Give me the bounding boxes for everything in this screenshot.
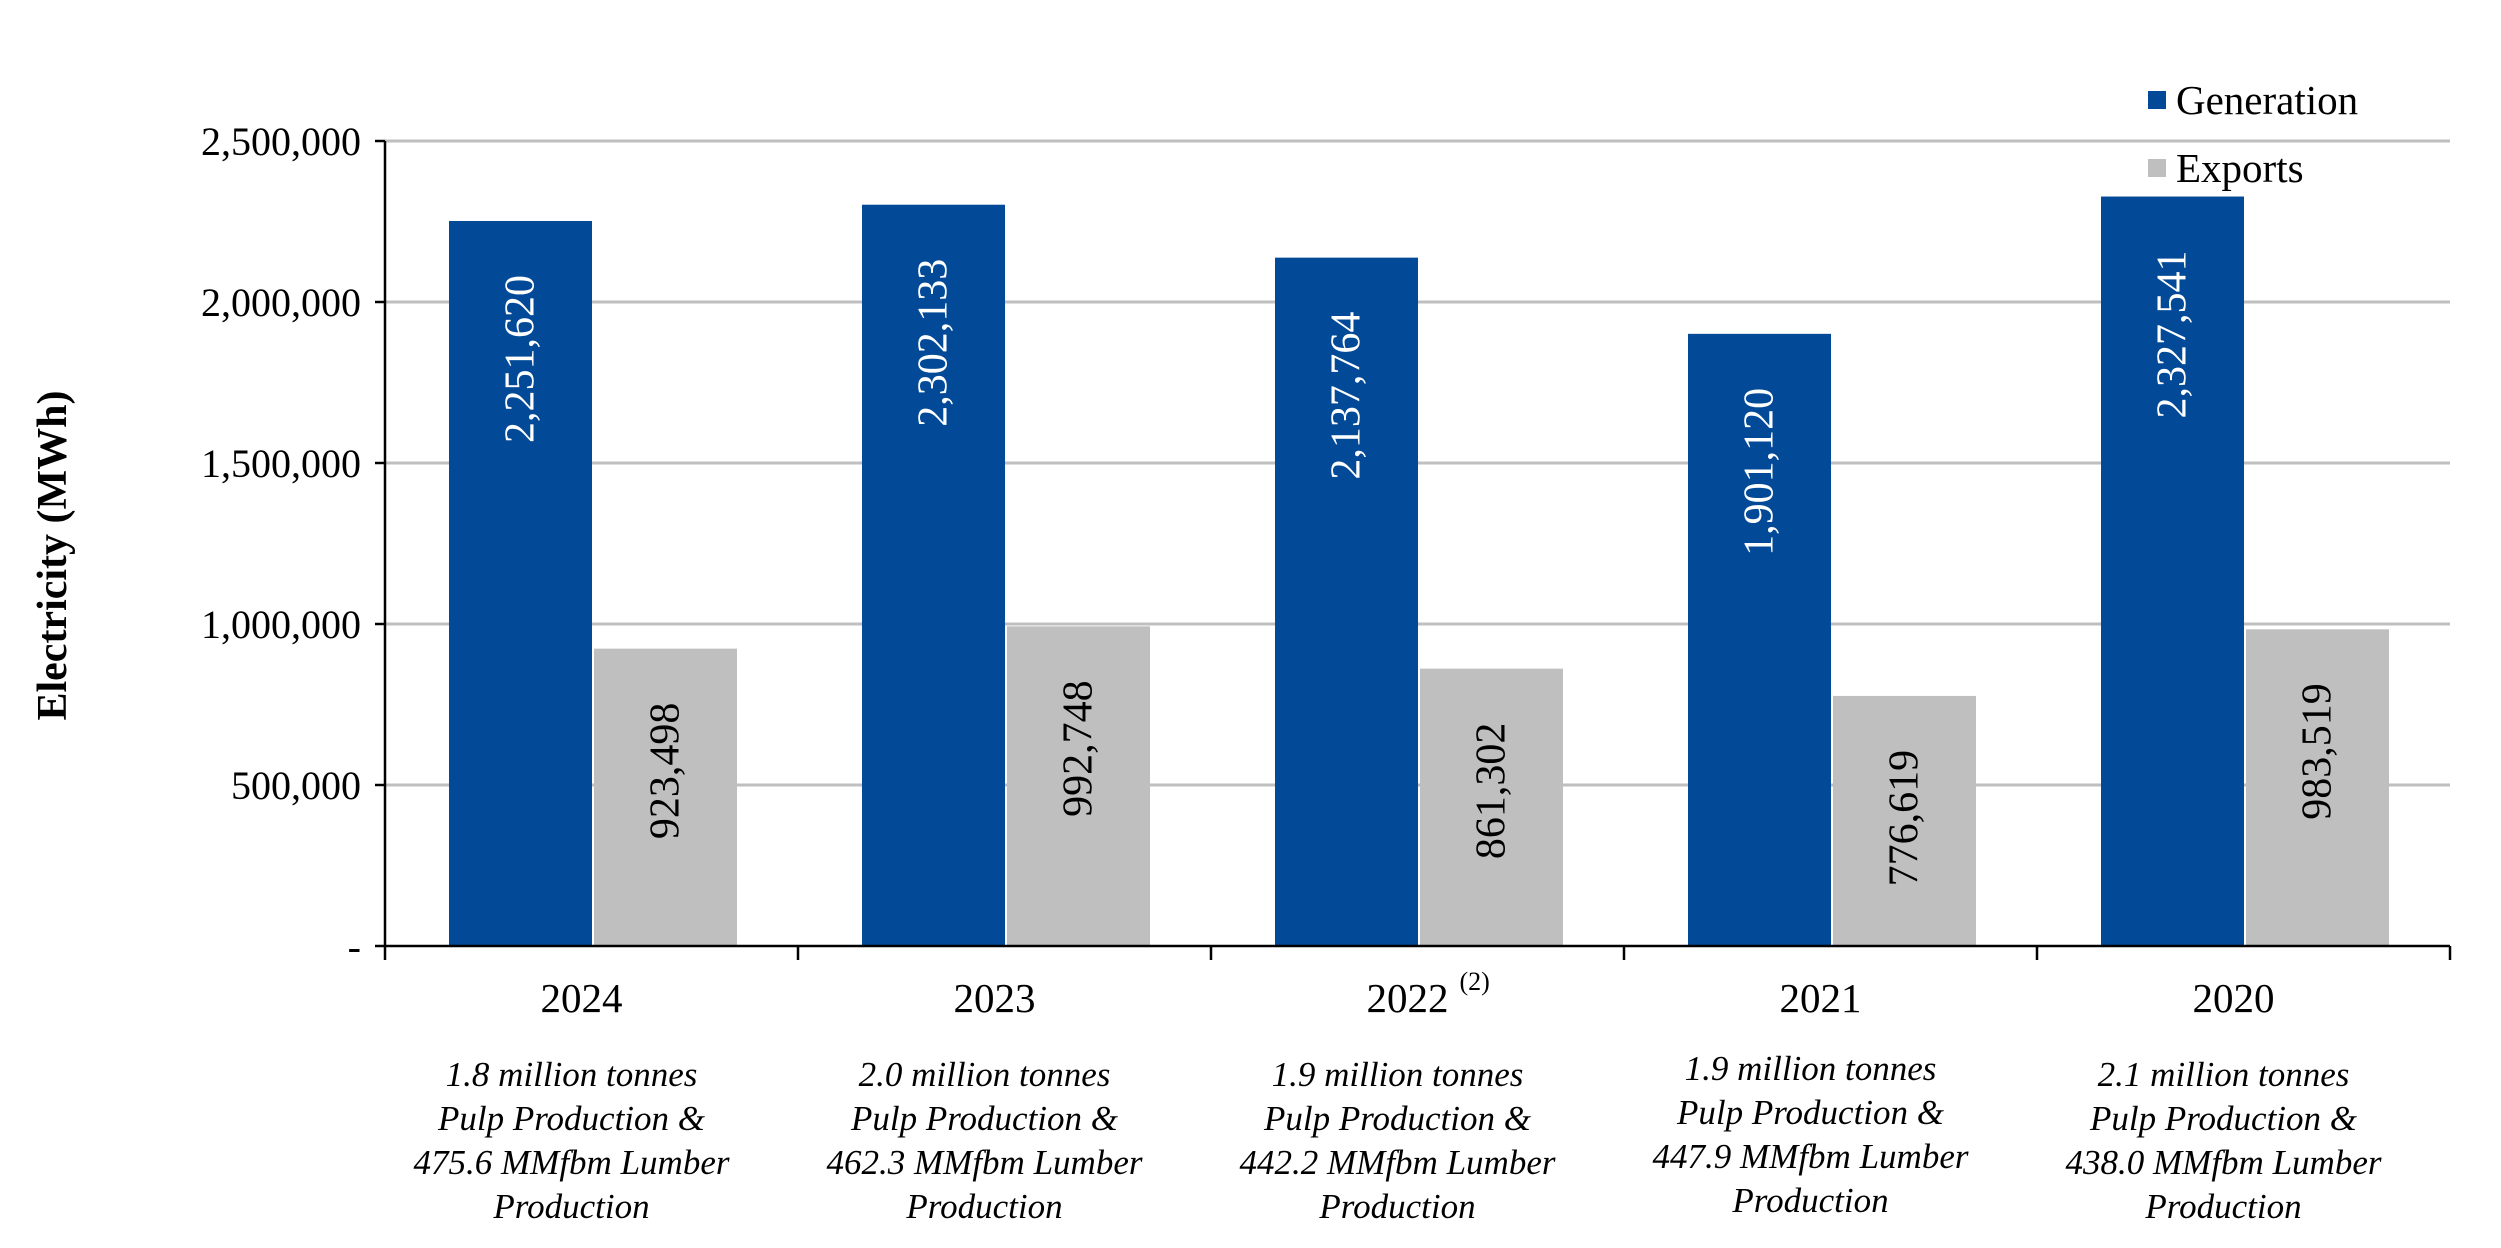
legend-label-generation: Generation (2176, 77, 2358, 123)
category-note-line: 475.6 MMfbm Lumber (414, 1143, 730, 1182)
y-tick-label: 1,500,000 (201, 441, 361, 486)
bar-exports-2024 (594, 648, 737, 946)
category-note-line: Production (2144, 1187, 2301, 1226)
category-note-line: Pulp Production & (437, 1099, 706, 1138)
labels: 2,251,620 923,498 2024 1.8 million tonnes Pu… (30, 251, 2382, 1226)
x-tick-label-2024: 2024 (541, 975, 623, 1021)
y-tick-label: 500,000 (231, 763, 361, 808)
x-tick-label-2021: 2021 (1780, 975, 1862, 1021)
y-tick-label: - (348, 924, 361, 969)
bar-generation-2021 (1688, 333, 1831, 946)
data-label-generation-2021: 1,901,120 (1737, 388, 1783, 556)
bar-exports-2020 (2246, 629, 2389, 946)
category-note-line: Pulp Production & (850, 1099, 1119, 1138)
y-tick-label: 1,000,000 (201, 602, 361, 647)
data-label-exports-2021: 776,619 (1882, 750, 1928, 887)
data-label-exports-2024: 923,498 (643, 703, 689, 840)
data-label-generation-2024: 2,251,620 (498, 275, 544, 443)
legend-swatch-exports (2148, 159, 2166, 177)
data-label-generation-2022: 2,137,764 (1324, 312, 1370, 480)
data-label-generation-2023: 2,302,133 (911, 259, 957, 427)
bar-exports-2021 (1833, 695, 1976, 946)
bar-generation-2024 (449, 220, 592, 946)
category-note-line: 1.8 million tonnes (446, 1055, 698, 1094)
category-note-line: Production (905, 1187, 1062, 1226)
data-label-exports-2023: 992,748 (1056, 680, 1102, 817)
category-note-line: 438.0 MMfbm Lumber (2066, 1143, 2382, 1182)
bars (449, 196, 2389, 946)
category-note-line: Production (492, 1187, 649, 1226)
bar-exports-2022 (1420, 668, 1563, 946)
axes: - 500,000 1,000,000 1,500,000 2,000,000 2,500… (201, 119, 2452, 969)
category-note-line: Production (1318, 1187, 1475, 1226)
bar-generation-2022 (1275, 257, 1418, 946)
category-note-line: 2.0 million tonnes (859, 1055, 1111, 1094)
y-tick-label: 2,500,000 (201, 119, 361, 164)
category-note-line: 447.9 MMfbm Lumber (1653, 1137, 1969, 1176)
data-label-exports-2022: 861,302 (1469, 723, 1515, 860)
data-label-generation-2020: 2,327,541 (2150, 251, 2196, 419)
legend-swatch-generation (2148, 91, 2166, 109)
data-label-exports-2020: 983,519 (2295, 683, 2341, 820)
category-note-line: 442.2 MMfbm Lumber (1240, 1143, 1556, 1182)
category-note-line: Production (1731, 1181, 1888, 1220)
category-note-line: Pulp Production & (2089, 1099, 2358, 1138)
category-note-line: 462.3 MMfbm Lumber (827, 1143, 1143, 1182)
category-note-line: Pulp Production & (1676, 1093, 1945, 1132)
category-note-line: Pulp Production & (1263, 1099, 1532, 1138)
x-tick-label-2022: 2022 (1367, 975, 1449, 1021)
category-note-line: 2.1 million tonnes (2098, 1055, 2350, 1094)
bar-generation-2020 (2101, 196, 2244, 946)
y-axis-title: Electricity (MWh) (30, 390, 76, 720)
x-tick-label-2023: 2023 (954, 975, 1036, 1021)
y-tick-label: 2,000,000 (201, 280, 361, 325)
category-note-line: 1.9 million tonnes (1272, 1055, 1524, 1094)
category-note-line: 1.9 million tonnes (1685, 1049, 1937, 1088)
legend-label-exports: Exports (2176, 145, 2304, 191)
bar-exports-2023 (1007, 626, 1150, 946)
x-tick-superscript: (2) (1460, 967, 1490, 996)
bar-generation-2023 (862, 204, 1005, 946)
x-tick-label-2020: 2020 (2193, 975, 2275, 1021)
legend: Generation Exports (2148, 77, 2358, 191)
